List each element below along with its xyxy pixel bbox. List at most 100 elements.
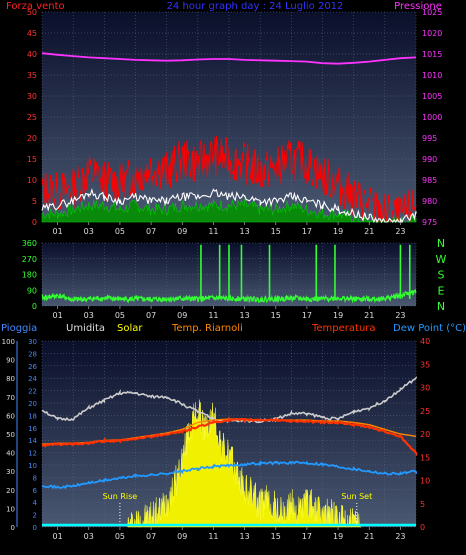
pressure-y-tick-label: 975: [422, 218, 437, 227]
rain-y-tick-label: 16: [28, 425, 37, 433]
annotation-sun-rise: Sun Rise: [103, 492, 138, 501]
direction-xtick-label: 17: [302, 311, 312, 320]
temperature-xtick-label: 17: [302, 532, 312, 541]
rain-y-tick-label: 8: [33, 474, 37, 482]
direction-xtick-label: 09: [177, 311, 187, 320]
direction-xtick-label: 07: [146, 311, 156, 320]
rain-y-tick-label: 18: [28, 412, 37, 420]
pressure-y-tick-label: 995: [422, 134, 437, 143]
temperature-y-tick-label: 10: [420, 477, 430, 486]
wind-y-tick-label: 10: [27, 176, 37, 185]
pressure-y-tick-label: 1025: [422, 8, 442, 17]
temperature-y-tick-label: 0: [420, 523, 425, 532]
direction-y-tick-label: 0: [32, 302, 37, 311]
humidity-y-tick-label: 30: [6, 468, 15, 476]
compass-label: N: [437, 300, 445, 313]
temperature-y-tick-label: 20: [420, 430, 430, 439]
legend-dew-point-c-: Dew Point (°C): [393, 323, 466, 334]
rain-y-tick-label: 28: [28, 350, 37, 358]
direction-xtick-label: 21: [364, 311, 374, 320]
humidity-y-tick-label: 70: [6, 394, 15, 402]
temperature-y-tick-label: 15: [420, 453, 430, 462]
wind-y-tick-label: 50: [27, 8, 37, 17]
rain-y-tick-label: 10: [28, 462, 37, 470]
temperature-xtick-label: 05: [115, 532, 125, 541]
legend-solar: Solar: [117, 323, 143, 334]
wind-gust-series: [41, 135, 417, 223]
temperature-y-tick-label: 30: [420, 384, 430, 393]
wind-xtick-label: 19: [333, 227, 343, 236]
rain-y-tick-label: 2: [33, 512, 37, 520]
temperature-y-tick-label: 40: [420, 337, 430, 346]
temperature-xtick-label: 21: [364, 532, 374, 541]
compass-label: S: [438, 269, 445, 282]
wind-y-tick-label: 25: [27, 113, 37, 122]
wind-xtick-label: 11: [208, 227, 218, 236]
direction-y-tick-label: 360: [22, 239, 37, 248]
rain-y-tick-label: 26: [28, 363, 37, 371]
wind-xtick-label: 15: [271, 227, 281, 236]
rain-y-tick-label: 6: [33, 487, 38, 495]
pressure-y-tick-label: 980: [422, 197, 437, 206]
rain-y-tick-label: 4: [33, 499, 38, 507]
humidity-y-tick-label: 60: [6, 412, 15, 420]
solar-series: [127, 399, 362, 528]
direction-xtick-label: 11: [208, 311, 218, 320]
compass-label: N: [437, 237, 445, 250]
wind-legend-label: Forza vento: [6, 1, 65, 12]
temperature-y-tick-label: 35: [420, 360, 430, 369]
direction-y-tick-label: 270: [22, 255, 37, 264]
rain-y-tick-label: 20: [28, 400, 37, 408]
pressure-y-tick-label: 1005: [422, 92, 442, 101]
compass-label: W: [436, 253, 447, 266]
direction-xtick-label: 03: [84, 311, 94, 320]
pressure-y-tick-label: 1010: [422, 71, 442, 80]
humidity-y-tick-label: 100: [2, 338, 15, 346]
wind-xtick-label: 23: [395, 227, 405, 236]
wind-y-tick-label: 5: [32, 197, 37, 206]
wind-xtick-label: 21: [364, 227, 374, 236]
legend-temperatura: Temperatura: [311, 323, 376, 334]
humidity-y-tick-label: 10: [6, 505, 15, 513]
temperature-xtick-label: 07: [146, 532, 156, 541]
humidity-y-tick-label: 20: [6, 487, 15, 495]
wind-xtick-label: 13: [239, 227, 249, 236]
wind-xtick-label: 01: [52, 227, 62, 236]
direction-xtick-label: 19: [333, 311, 343, 320]
compass-label: E: [438, 284, 445, 297]
pressure-y-tick-label: 1015: [422, 50, 442, 59]
pressure-y-tick-label: 985: [422, 176, 437, 185]
temperature-xtick-label: 23: [395, 532, 405, 541]
temperature-xtick-label: 11: [208, 532, 218, 541]
direction-y-tick-label: 90: [27, 286, 37, 295]
temperature-y-tick-label: 25: [420, 407, 430, 416]
wind-area-series: [41, 198, 417, 223]
temperature-xtick-label: 19: [333, 532, 343, 541]
temperature-xtick-label: 13: [239, 532, 249, 541]
temperature-xtick-label: 15: [271, 532, 281, 541]
wind-y-tick-label: 15: [27, 155, 37, 164]
wind-y-tick-label: 30: [27, 92, 37, 101]
wind-xtick-label: 07: [146, 227, 156, 236]
direction-xtick-label: 15: [271, 311, 281, 320]
temperature-xtick-label: 09: [177, 532, 187, 541]
wind-xtick-label: 05: [115, 227, 125, 236]
rain-y-tick-label: 14: [28, 437, 37, 445]
wind-xtick-label: 03: [84, 227, 94, 236]
wind-y-tick-label: 0: [32, 218, 37, 227]
humidity-y-tick-label: 40: [6, 450, 15, 458]
pressure-series: [41, 52, 417, 65]
annotation-sun-set: Sun Set: [341, 492, 372, 501]
pressure-legend-label: Pressione: [394, 1, 442, 12]
rain-y-tick-label: 22: [28, 388, 37, 396]
pressure-y-tick-label: 1020: [422, 29, 442, 38]
temperature-xtick-label: 03: [84, 532, 94, 541]
direction-xtick-label: 05: [115, 311, 125, 320]
wind-y-tick-label: 35: [27, 71, 37, 80]
wind-y-tick-label: 40: [27, 50, 37, 59]
pressure-y-tick-label: 1000: [422, 113, 442, 122]
humidity-y-tick-label: 90: [6, 357, 15, 365]
pressure-y-tick-label: 990: [422, 155, 437, 164]
